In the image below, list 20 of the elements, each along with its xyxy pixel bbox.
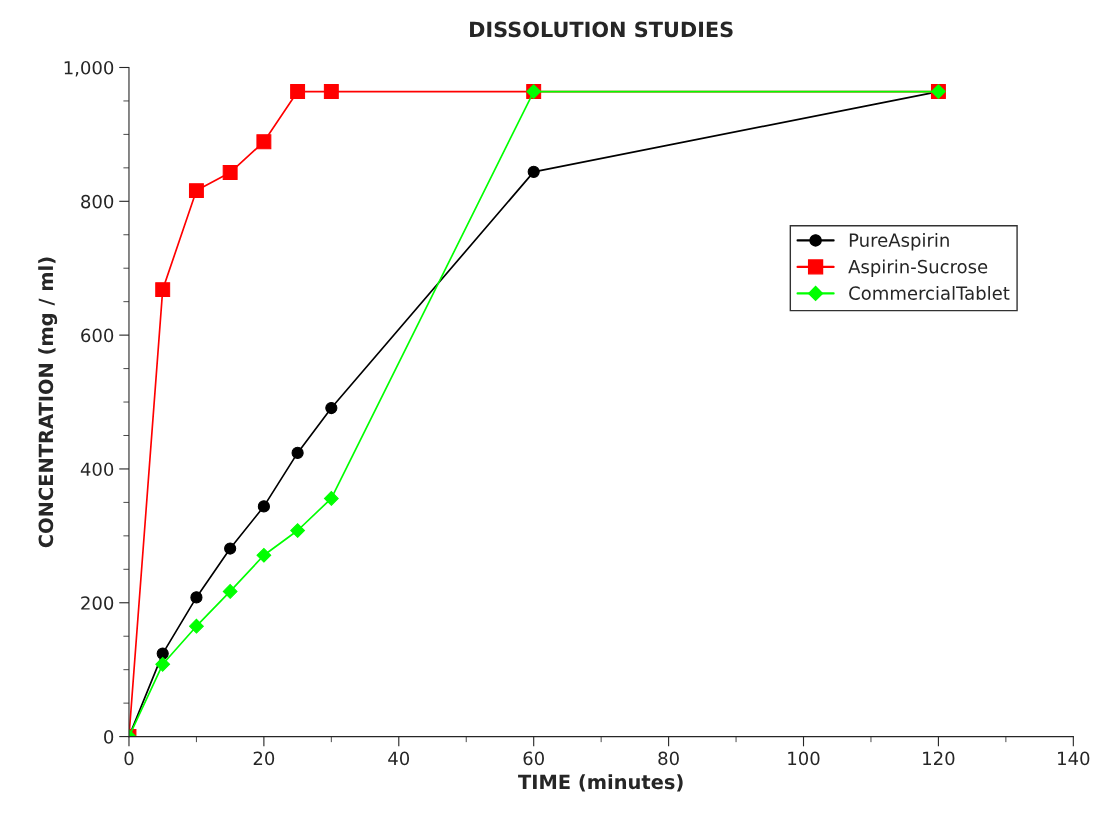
x-tick-label: 0: [124, 751, 134, 766]
y-tick-label: 200: [81, 596, 114, 610]
x-tick-label: 60: [523, 751, 544, 766]
x-tick-label: 40: [388, 751, 410, 766]
x-tick-label: 140: [1058, 751, 1090, 766]
y-axis-title: CONCENTRATION (mg / ml): [38, 257, 58, 548]
legend-label: PureAspirin: [849, 232, 949, 251]
y-tick-label: 800: [81, 194, 114, 209]
legend-label: CommercialTablet: [849, 285, 1010, 300]
x-axis-title: TIME (minutes): [518, 774, 683, 792]
legend-label: Aspirin-Sucrose: [848, 259, 988, 277]
y-tick-label: 600: [81, 328, 114, 343]
x-tick-label: 20: [253, 751, 275, 766]
x-tick-label: 120: [923, 751, 955, 766]
chart-title: DISSOLUTION STUDIES: [470, 21, 733, 38]
y-tick-label: 0: [104, 730, 114, 744]
x-tick-label: 80: [658, 751, 679, 766]
x-tick-label: 100: [788, 751, 820, 766]
y-tick-label: 1,000: [64, 60, 114, 77]
y-tick-label: 400: [80, 462, 114, 477]
